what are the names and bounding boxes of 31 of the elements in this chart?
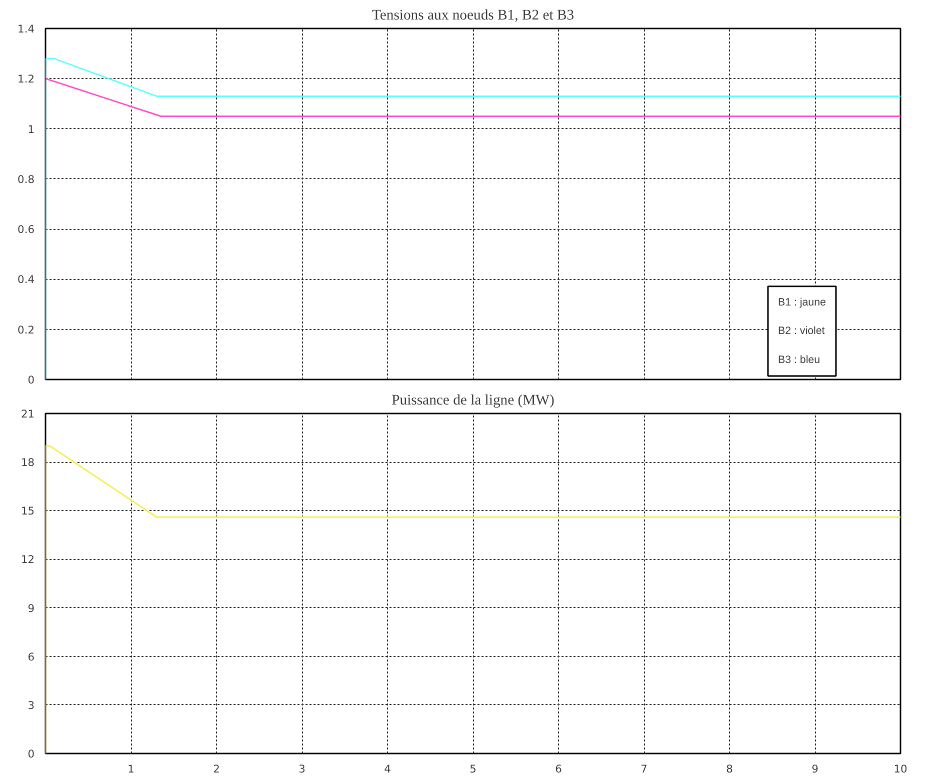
chart-title: Tensions aux noeuds B1, B2 et B3 [372, 8, 574, 24]
x-tick-label: 7 [640, 762, 648, 776]
y-tick-label: 1.4 [18, 22, 35, 36]
y-tick-label: 15 [20, 504, 35, 518]
y-tick-label: 0 [28, 748, 35, 760]
y-tick-label: 0.2 [18, 323, 35, 336]
x-tick-label: 2 [213, 762, 220, 776]
y-tick-label: 1.2 [18, 72, 35, 86]
y-tick-label: 1 [28, 122, 34, 136]
y-tick-label: 0.6 [18, 223, 35, 236]
x-tick-label: 6 [555, 762, 562, 776]
y-tick-label: 0 [28, 374, 35, 386]
x-tick-label: 3 [298, 762, 306, 776]
x-tick-label: 1 [128, 762, 134, 776]
y-tick-label: 18 [20, 456, 35, 470]
y-tick-label: 9 [28, 602, 35, 615]
annotation: B1 : jaune [778, 296, 826, 308]
annotation: B2 : violet [778, 325, 825, 338]
y-tick-label: 0.4 [18, 273, 35, 286]
y-tick-label: 3 [28, 698, 34, 712]
y-tick-label: 12 [20, 553, 35, 566]
x-tick-label: 8 [726, 762, 734, 776]
y-tick-label: 0.8 [18, 172, 35, 186]
annotation: B3 : bleu [778, 354, 820, 366]
x-tick-label: 10 [894, 762, 908, 776]
x-tick-label: 4 [384, 762, 392, 776]
y-tick-label: 6 [28, 650, 35, 664]
chart-title: Puissance de la ligne (MW) [392, 392, 555, 408]
x-tick-label: 5 [470, 762, 476, 776]
x-tick-label: 9 [812, 762, 819, 776]
y-tick-label: 21 [20, 408, 35, 420]
